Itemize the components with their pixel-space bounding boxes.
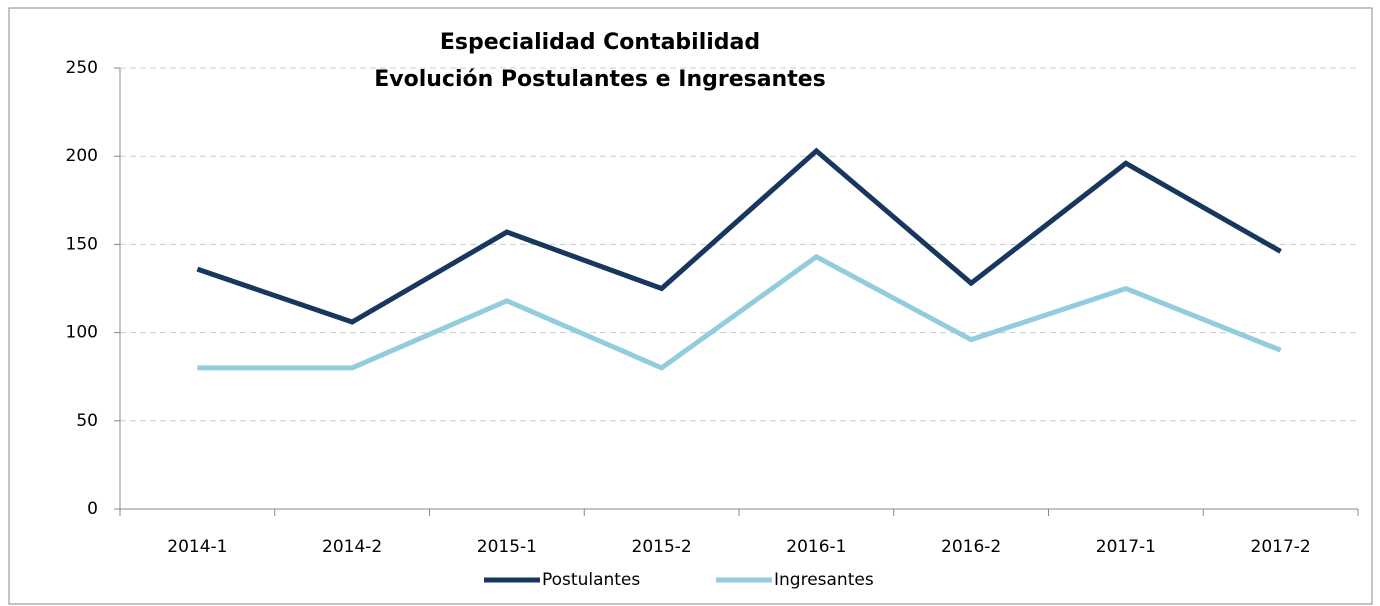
y-tick-label: 250 [66,58,98,78]
x-tick-label: 2015-2 [632,537,692,557]
x-tick-label: 2014-2 [322,537,382,557]
y-tick-label: 200 [66,146,98,166]
x-tick-label: 2017-2 [1251,537,1311,557]
x-tick-label: 2015-1 [477,537,537,557]
chart-title: Evolución Postulantes e Ingresantes [374,67,826,92]
x-tick-label: 2017-1 [1096,537,1156,557]
y-tick-label: 150 [66,234,98,254]
y-tick-label: 100 [66,323,98,343]
series-line [197,253,1282,371]
x-tick-label: 2016-2 [941,537,1001,557]
y-tick-label: 0 [87,499,98,519]
y-tick-label: 50 [76,411,98,431]
chart-title: Especialidad Contabilidad [440,30,760,55]
legend-label: Postulantes [542,570,640,590]
x-tick-label: 2016-1 [786,537,846,557]
chart-frame [8,7,1373,605]
series-line [196,147,1282,325]
x-tick-label: 2014-1 [167,537,227,557]
legend-label: Ingresantes [774,570,874,590]
